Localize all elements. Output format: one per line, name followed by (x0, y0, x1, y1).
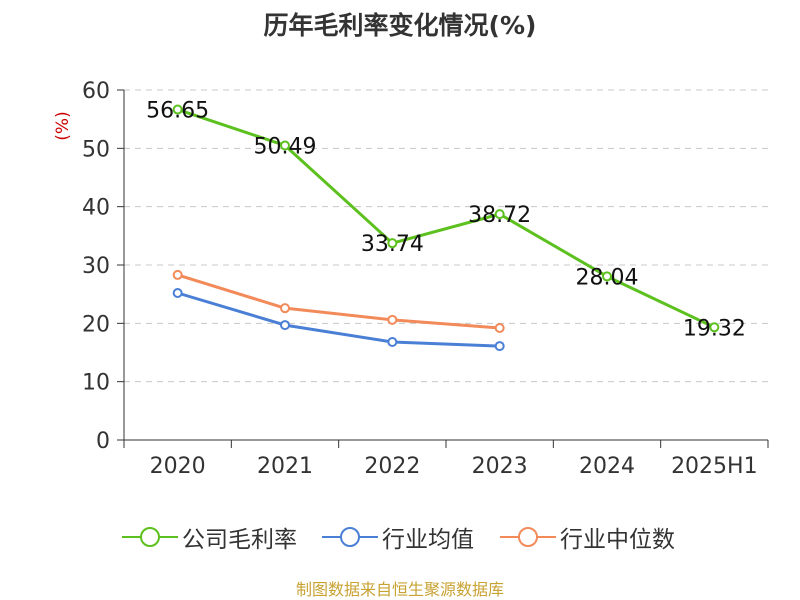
legend-label-company: 公司毛利率 (182, 527, 297, 553)
x-tick-label: 2022 (364, 454, 420, 479)
legend-item-industry-avg[interactable]: 行业均值 (322, 519, 474, 555)
data-label: 33.74 (361, 232, 424, 257)
axes: 0 10 20 30 40 50 60 (%) 2020 2021 2022 2023 2024 2025… (53, 79, 769, 479)
data-labels: 56.65 50.49 33.74 38.72 28.04 19.32 (146, 99, 746, 342)
source-note: 制图数据来自恒生聚源数据库 (295, 580, 504, 599)
y-tick-label: 40 (82, 196, 110, 221)
x-tick-label: 2020 (150, 454, 206, 479)
data-point (172, 104, 183, 115)
y-tick-label: 20 (82, 312, 110, 337)
series-line-0 (177, 108, 715, 329)
legend-marker-industry-avg (322, 527, 378, 547)
x-tick-label: 2023 (472, 454, 528, 479)
legend-marker-industry-median (500, 527, 556, 547)
data-label: 28.04 (576, 265, 639, 290)
data-point (387, 238, 398, 249)
data-point (172, 269, 183, 280)
data-label: 19.32 (683, 316, 746, 341)
y-tick-label: 60 (82, 79, 110, 104)
data-label: 38.72 (468, 203, 531, 228)
data-point (494, 323, 505, 333)
data-point (709, 322, 720, 333)
data-label: 50.49 (254, 134, 317, 159)
series-group (172, 104, 720, 352)
data-point (387, 314, 398, 325)
y-tick-label: 10 (82, 371, 110, 396)
y-tick-label: 0 (96, 429, 110, 454)
data-point (280, 140, 290, 151)
legend-label-industry-avg: 行业均值 (382, 527, 474, 553)
x-tick-label: 2024 (579, 454, 635, 479)
y-axis-title: (%) (53, 111, 73, 140)
legend: 公司毛利率 行业均值 行业中位数 (0, 519, 800, 555)
legend-label-industry-median: 行业中位数 (560, 527, 675, 553)
chart-title: 历年毛利率变化情况(%) (263, 11, 537, 40)
series-line-1 (177, 291, 500, 348)
x-tick-label: 2021 (257, 454, 313, 479)
x-tick-label: 2025H1 (671, 454, 758, 479)
y-tick-label: 30 (82, 254, 110, 279)
data-point (494, 209, 505, 220)
legend-item-company[interactable]: 公司毛利率 (122, 519, 297, 555)
data-point (602, 271, 612, 282)
legend-marker-company (122, 527, 178, 547)
data-point (387, 337, 398, 347)
data-point (172, 288, 183, 298)
legend-item-industry-median[interactable]: 行业中位数 (500, 519, 675, 555)
data-point (280, 303, 290, 314)
y-tick-label: 50 (82, 137, 110, 162)
grid-lines (124, 89, 768, 383)
data-point (494, 341, 505, 352)
series-line-2 (177, 273, 500, 330)
data-label: 56.65 (146, 99, 209, 124)
data-point (280, 320, 290, 331)
